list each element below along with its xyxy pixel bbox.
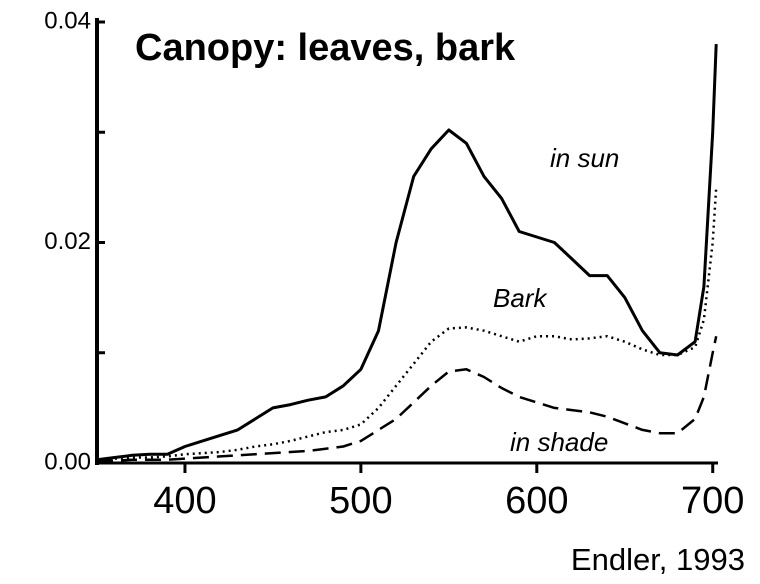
x-tick-label: 500 — [329, 480, 392, 522]
series-label: in sun — [550, 143, 619, 173]
x-tick-label: 400 — [153, 480, 216, 522]
y-tick-label: 0.00 — [44, 448, 91, 475]
x-tick-label: 600 — [505, 480, 568, 522]
x-tick-label: 700 — [681, 480, 744, 522]
series-line — [97, 335, 718, 463]
series-label: Bark — [493, 283, 548, 313]
series-label: in shade — [510, 427, 608, 457]
chart-title: Canopy: leaves, bark — [135, 27, 516, 69]
series-line — [96, 44, 718, 462]
source: Endler, 1993 — [571, 542, 745, 577]
y-tick-label: 0.02 — [44, 228, 91, 255]
series-line — [96, 187, 718, 461]
y-tick-label: 0.04 — [44, 7, 91, 34]
